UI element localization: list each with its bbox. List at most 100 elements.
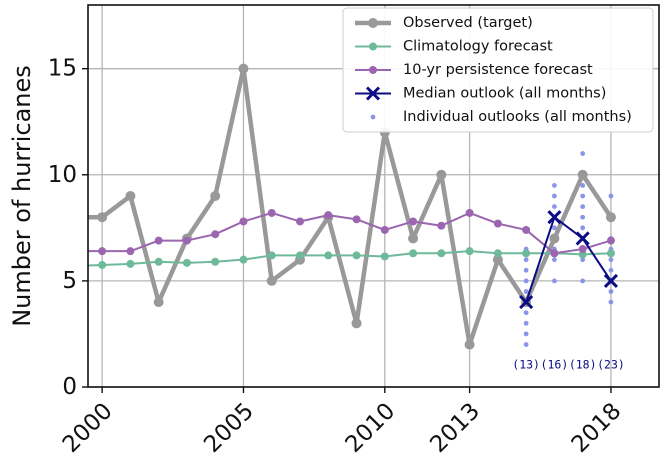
individual-outlook-point xyxy=(552,278,557,284)
legend-label: Climatology forecast xyxy=(403,39,553,55)
sample-count-label: (16) xyxy=(541,358,569,372)
observed-point xyxy=(210,191,221,201)
median-outlook-series xyxy=(519,210,619,310)
climatology-point xyxy=(522,249,531,258)
observed-point xyxy=(69,212,79,222)
x-tick-label: 2013 xyxy=(425,398,485,458)
observed-point xyxy=(125,191,136,201)
legend-label: Median outlook (all months) xyxy=(403,86,606,102)
legend: Observed (target) Climatology forecast 10-… xyxy=(342,7,654,133)
legend-item-persistence: 10-yr persistence forecast xyxy=(355,62,593,78)
legend-box xyxy=(342,7,654,133)
plot-frame xyxy=(87,4,660,388)
persistence-point xyxy=(98,247,107,256)
observed-point xyxy=(464,339,475,350)
observed-point xyxy=(408,233,419,244)
climatology-point xyxy=(437,249,446,258)
individual-outlook-point xyxy=(552,193,557,199)
individual-outlook-point xyxy=(523,257,529,263)
climatology-point xyxy=(126,259,135,268)
sample-count-label: (18) xyxy=(569,358,597,372)
observed-point xyxy=(492,254,503,265)
persistence-series xyxy=(70,208,615,258)
median-outlook-point xyxy=(603,273,619,288)
observed-point xyxy=(351,318,362,329)
individual-outlook-point xyxy=(523,331,529,337)
legend-swatch-marker xyxy=(368,18,378,28)
observed-point xyxy=(266,275,277,286)
climatology-series xyxy=(88,247,615,269)
sample-count-label: (23) xyxy=(597,358,625,372)
median-outlook-point xyxy=(519,295,534,310)
individual-outlook-point xyxy=(523,289,529,294)
observed-point xyxy=(238,63,249,74)
individual-outlook-point xyxy=(523,320,529,326)
individual-outlook-point xyxy=(523,342,529,347)
series-layer xyxy=(69,63,619,350)
persistence-point xyxy=(296,217,305,226)
median-outlook-line xyxy=(525,215,612,303)
individual-outlook-point xyxy=(580,225,586,231)
individual-outlook-point xyxy=(523,267,529,273)
observed-point xyxy=(605,212,616,223)
individual-outlook-point xyxy=(608,257,614,263)
climatology-point xyxy=(267,251,276,260)
climatology-point xyxy=(239,255,248,264)
x-tick-label: 2018 xyxy=(567,398,627,458)
persistence-point xyxy=(211,230,220,239)
legend-item-median-outlook: Median outlook (all months) xyxy=(355,86,606,102)
climatology-point xyxy=(324,251,333,260)
x-tick-label: 2005 xyxy=(199,398,259,458)
legend-item-climatology: Climatology forecast xyxy=(355,39,553,55)
persistence-point xyxy=(522,225,531,234)
individual-outlook-point xyxy=(552,182,557,188)
observed-point xyxy=(577,169,588,180)
individual-outlook-point xyxy=(552,257,557,263)
individual-outlook-point xyxy=(552,204,557,210)
persistence-point xyxy=(493,219,502,228)
median-outlook-point xyxy=(575,231,590,246)
climatology-point xyxy=(465,247,474,256)
climatology-point xyxy=(409,249,418,258)
individual-outlook-point xyxy=(580,182,586,188)
individual-outlook-point xyxy=(552,225,557,231)
sample-count-label: (13) xyxy=(512,358,540,372)
legend-item-observed: Observed (target) xyxy=(355,15,533,31)
observed-point xyxy=(549,233,560,244)
climatology-point xyxy=(352,251,361,260)
persistence-point xyxy=(239,217,248,226)
individual-outlook-point xyxy=(580,278,586,284)
annotation-layer: (13) (16) (18) (23) xyxy=(512,358,625,372)
persistence-point xyxy=(380,225,389,234)
y-tick-label: 15 xyxy=(48,56,77,82)
persistence-point xyxy=(267,208,276,217)
persistence-point xyxy=(352,215,361,224)
climatology-point xyxy=(606,249,615,258)
persistence-point xyxy=(550,249,559,258)
individual-outlook-point xyxy=(608,299,614,305)
individual-outlook-point xyxy=(580,214,586,220)
climatology-point xyxy=(296,251,305,260)
legend-label: Observed (target) xyxy=(403,15,533,31)
legend-swatch-marker xyxy=(369,66,377,74)
x-tick-label: 2000 xyxy=(58,398,118,458)
individual-outlook-point xyxy=(580,257,586,263)
persistence-point xyxy=(409,217,418,226)
legend-swatch-marker xyxy=(369,42,377,51)
climatology-point xyxy=(211,257,220,266)
observed-point xyxy=(436,169,447,180)
legend-item-individual-outlooks: Individual outlooks (all months) xyxy=(370,109,632,125)
individual-outlook-point xyxy=(580,204,586,210)
y-axis-label: Number of hurricanes xyxy=(8,65,36,327)
y-tick-label: 0 xyxy=(62,374,77,400)
individual-outlook-point xyxy=(608,193,614,199)
individual-outlooks-series xyxy=(523,151,614,347)
individual-outlook-point xyxy=(523,310,529,316)
persistence-point xyxy=(126,247,135,256)
x-tick-label: 2010 xyxy=(341,398,401,458)
observed-point xyxy=(97,212,108,223)
observed-point xyxy=(153,297,164,308)
persistence-point xyxy=(70,247,78,255)
individual-outlook-point xyxy=(523,278,529,284)
median-outlook-point xyxy=(547,210,562,225)
